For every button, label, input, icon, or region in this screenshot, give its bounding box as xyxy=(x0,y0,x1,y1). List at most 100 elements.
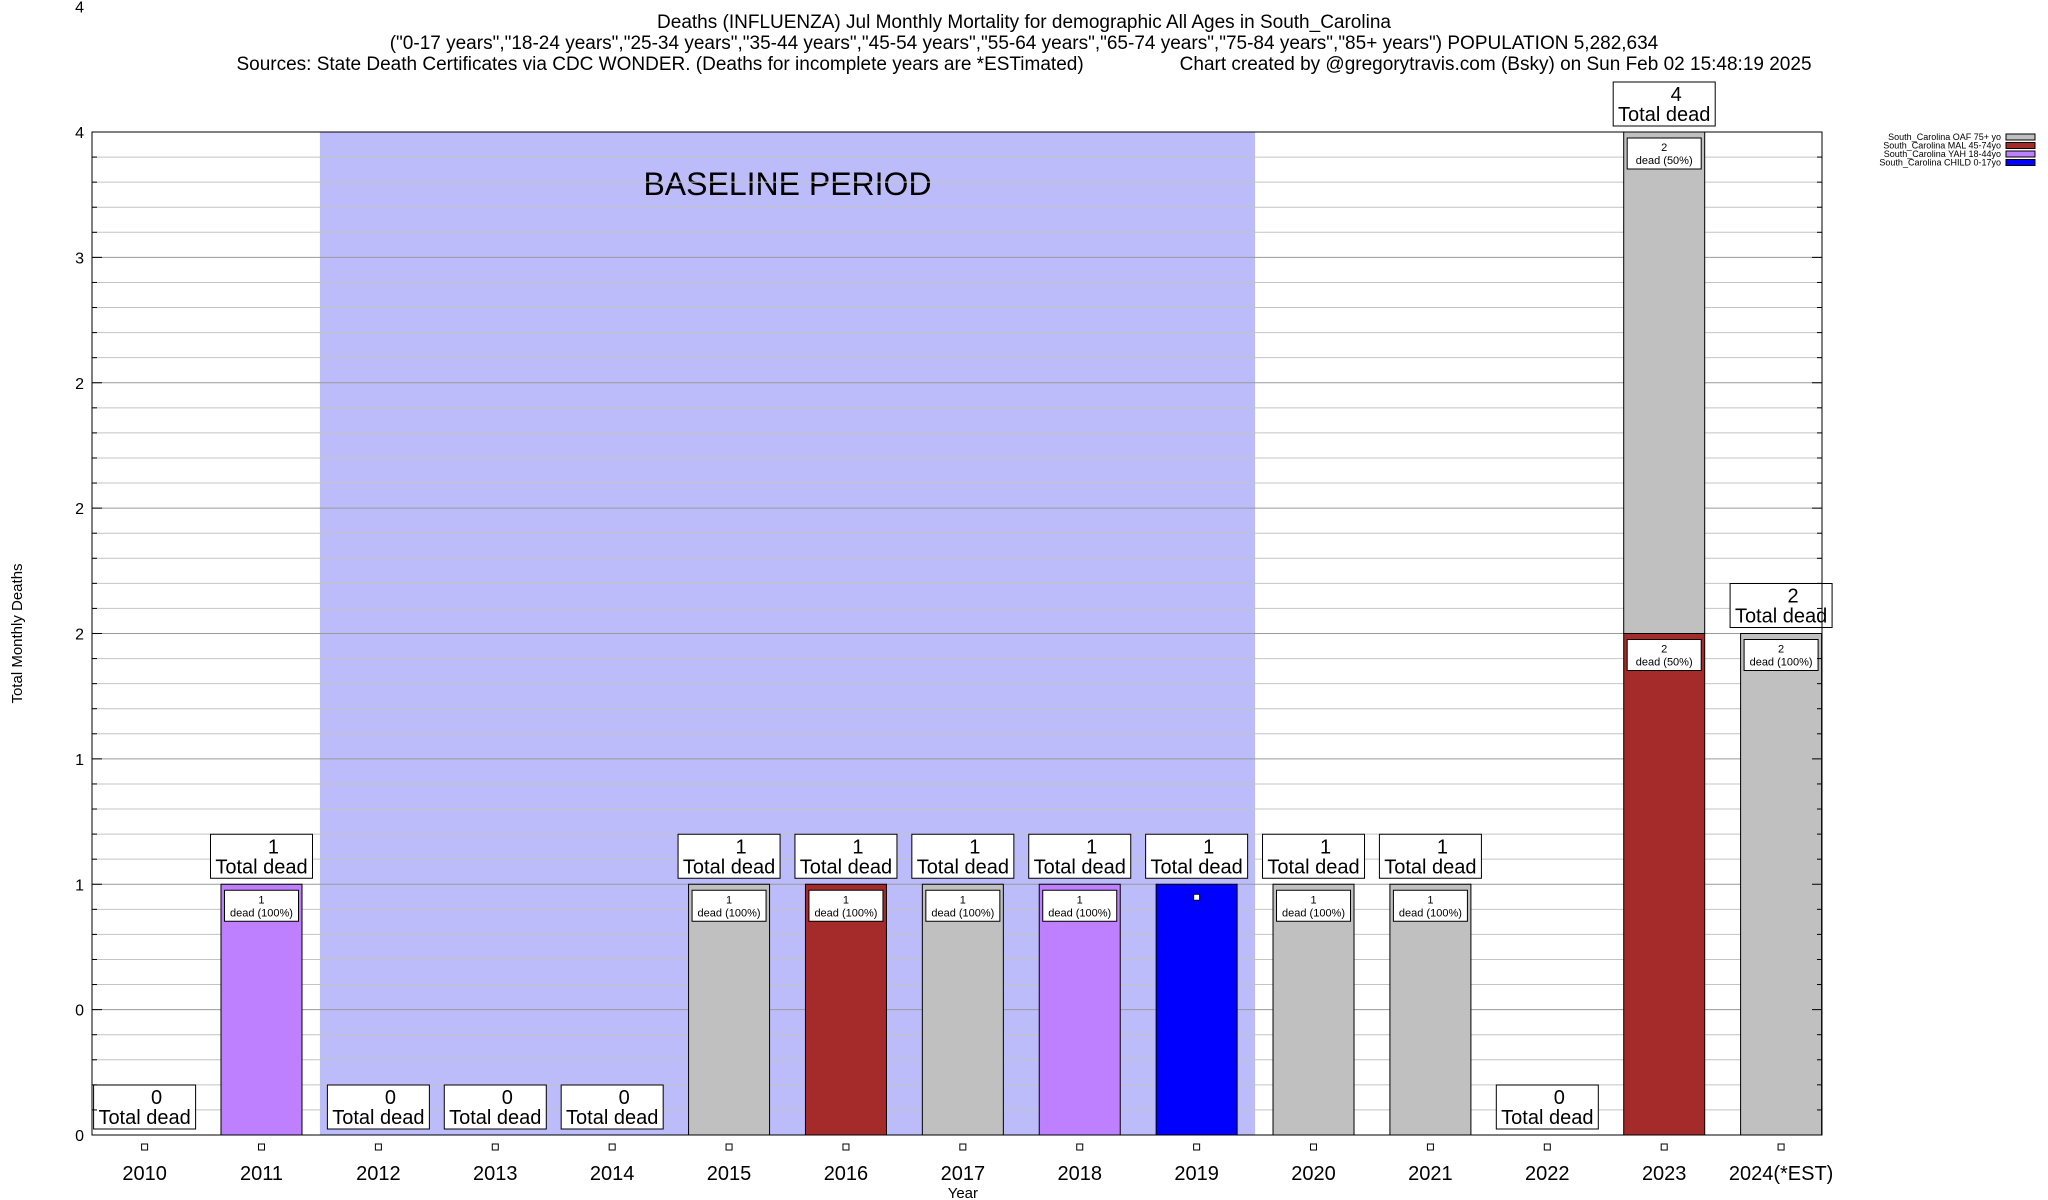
bar-segment xyxy=(1623,633,1706,1136)
bar-segment xyxy=(1623,131,1706,634)
segment-label-box xyxy=(1626,639,1702,671)
bar-segment xyxy=(1272,883,1355,1136)
total-label-value: 0 xyxy=(1554,1087,1565,1109)
total-label-text: Total dead xyxy=(917,856,1009,878)
total-label-value: 1 xyxy=(1320,836,1331,858)
x-tick-label: 2015 xyxy=(707,1163,752,1185)
segment-label-value: 1 xyxy=(726,894,732,906)
segment-label-value: 1 xyxy=(258,894,264,906)
plot-frame xyxy=(91,131,1823,1136)
total-label-box xyxy=(911,833,1015,879)
total-label-text: Total dead xyxy=(215,856,307,878)
total-label-box xyxy=(93,1084,197,1130)
bar-segment xyxy=(921,883,1004,1136)
total-label-value: 1 xyxy=(1437,836,1448,858)
total-label-text: Total dead xyxy=(683,856,775,878)
y-tick-label: 0 xyxy=(75,1003,84,1020)
total-label-text: Total dead xyxy=(800,856,892,878)
segment-label-value: 1 xyxy=(1077,894,1083,906)
baseline-period-label: BASELINE PERIOD xyxy=(643,166,931,202)
total-label-text: Total dead xyxy=(1034,856,1126,878)
x-tick-label: 2012 xyxy=(356,1163,401,1185)
segment-label-text: dead (50%) xyxy=(1636,155,1693,167)
x-tick-square xyxy=(1543,1143,1551,1151)
bar-segment xyxy=(1155,883,1238,1136)
y-tick-label: 0 xyxy=(75,1128,84,1145)
y-tick-label: 4 xyxy=(75,0,84,17)
bar-segment xyxy=(1038,883,1121,1136)
bar-segment xyxy=(804,883,887,1136)
legend: South_Carolina OAF 75+ yoSouth_Carolina … xyxy=(1879,132,2036,168)
total-label-box xyxy=(1612,81,1716,127)
bar-segment xyxy=(1389,883,1472,1136)
x-tick-square xyxy=(1777,1143,1785,1151)
segment-label-box xyxy=(925,889,1001,922)
total-label-box xyxy=(1262,833,1366,879)
segment-label-text: dead (100%) xyxy=(1282,907,1345,919)
segment-label-box xyxy=(1626,137,1702,170)
legend-label: South_Carolina MAL 45-74yo xyxy=(1883,141,2001,151)
total-label-value: 1 xyxy=(1203,836,1214,858)
x-tick-label: 2019 xyxy=(1174,1163,1219,1185)
legend-swatch xyxy=(2005,150,2036,158)
x-axis-title: Year xyxy=(948,1185,978,1200)
segment-label-value: 1 xyxy=(1427,894,1433,906)
total-label-value: 1 xyxy=(852,836,863,858)
total-label-box xyxy=(677,833,781,879)
total-label-box xyxy=(1378,833,1482,879)
total-label-value: 0 xyxy=(619,1087,630,1109)
total-label-text: Total dead xyxy=(1735,606,1827,628)
x-tick-label: 2016 xyxy=(824,1163,869,1185)
segment-label-value: 2 xyxy=(1661,644,1667,656)
segment-label-value: 1 xyxy=(1310,894,1316,906)
segment-label-text: dead (100%) xyxy=(230,907,293,919)
total-label-box xyxy=(794,833,898,879)
total-label-text: Total dead xyxy=(449,1107,541,1129)
total-label-value: 1 xyxy=(1086,836,1097,858)
x-tick-label: 2018 xyxy=(1057,1163,1102,1185)
segment-label-text: dead (100%) xyxy=(698,907,761,919)
segment-label-box xyxy=(691,889,767,922)
segment-label-value: 1 xyxy=(960,894,966,906)
legend-label: South_Carolina YAH 18-44yo xyxy=(1884,149,2001,159)
legend-label: South_Carolina CHILD 0-17yo xyxy=(1879,158,2001,168)
total-label-value: 0 xyxy=(502,1087,513,1109)
total-label-text: Total dead xyxy=(98,1107,190,1129)
segment-label-text: dead (50%) xyxy=(1636,657,1693,669)
legend-swatch xyxy=(2005,133,2036,141)
total-label-box xyxy=(326,1084,430,1130)
segment-label-text: dead (100%) xyxy=(1750,657,1813,669)
legend-swatch xyxy=(2005,142,2036,149)
legend-swatch xyxy=(2005,159,2036,166)
y-tick-label: 2 xyxy=(75,376,84,393)
total-label-value: 0 xyxy=(151,1087,162,1109)
x-tick-square xyxy=(257,1143,265,1151)
segment-label-value: 1 xyxy=(843,894,849,906)
x-tick-label: 2022 xyxy=(1525,1163,1570,1185)
total-label-box xyxy=(1028,833,1132,879)
total-label-box xyxy=(1729,583,1833,628)
x-tick-square xyxy=(141,1143,149,1151)
segment-label-value: 2 xyxy=(1661,142,1667,154)
segment-label-text: dead (100%) xyxy=(1048,907,1111,919)
y-tick-label: 2 xyxy=(75,501,84,518)
segment-label-box xyxy=(1743,639,1819,671)
total-label-value: 1 xyxy=(969,836,980,858)
